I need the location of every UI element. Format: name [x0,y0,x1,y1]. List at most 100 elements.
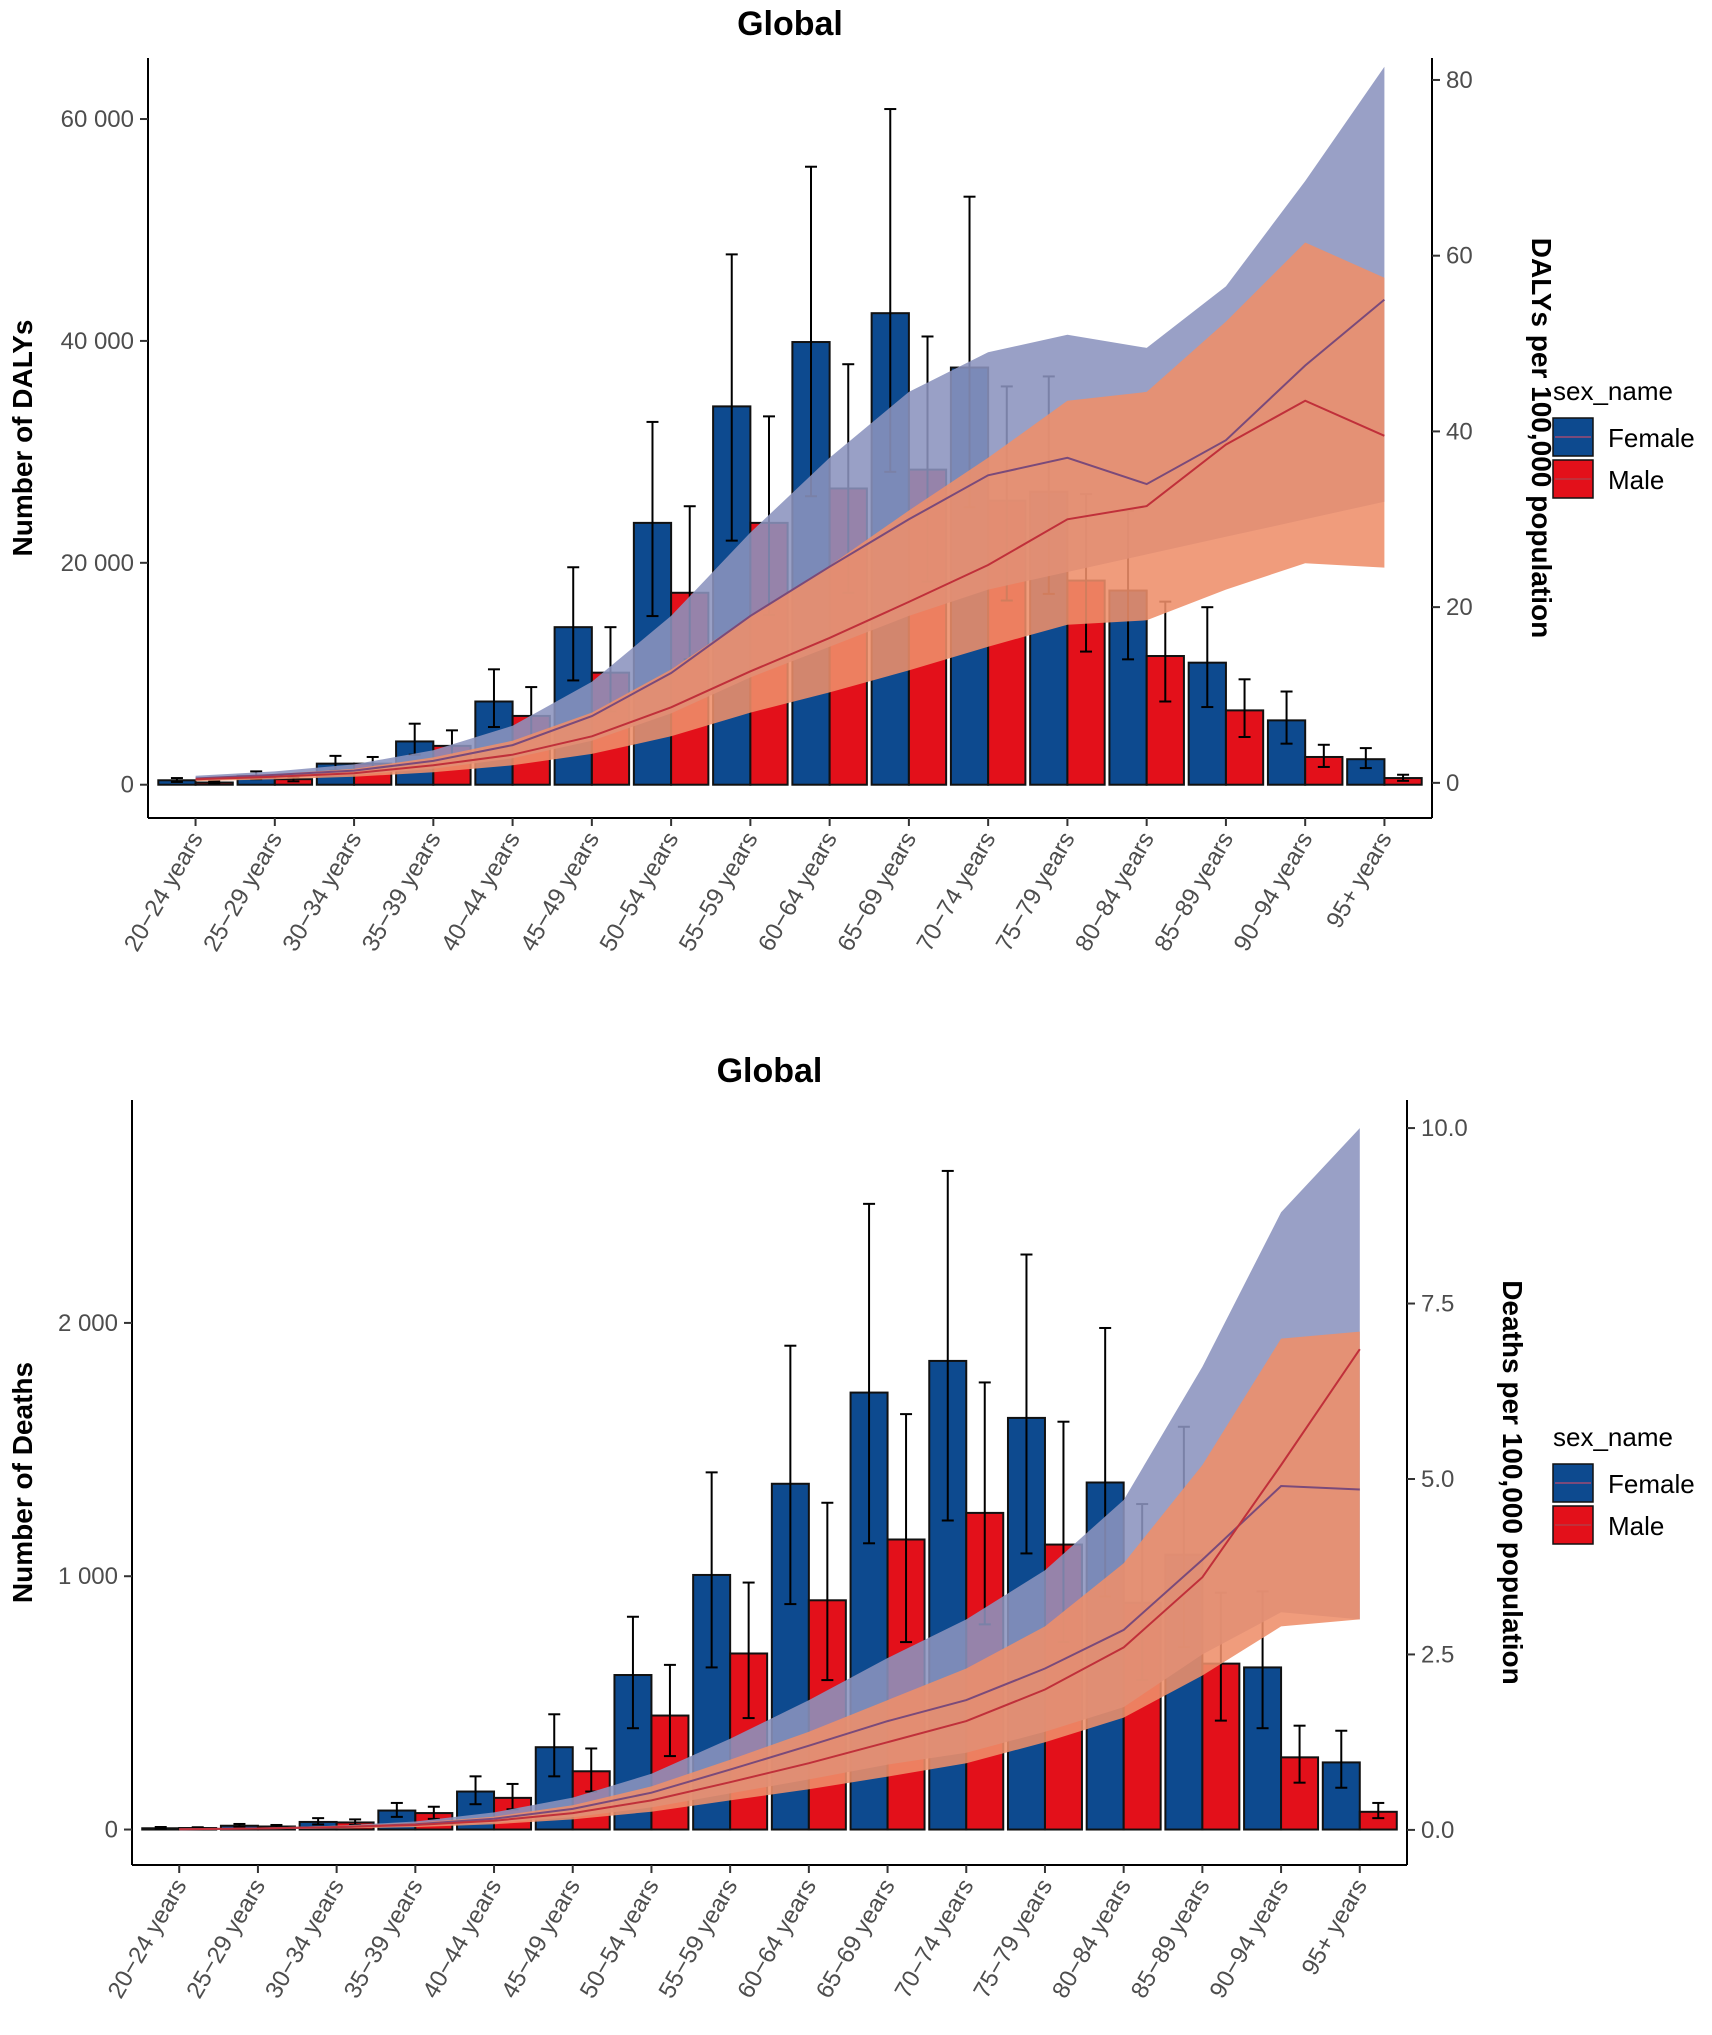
x-tick-label: 50−54 years [595,828,685,956]
errorbar-female-11 [1020,1253,1033,1555]
chart-title: Global [737,5,843,43]
x-tick-label: 20−24 years [119,828,209,956]
errorbar-female-15 [1359,747,1372,770]
y2-tick-label: 40 [1446,418,1473,445]
x-tick-label: 20−24 years [103,1875,193,2003]
errorbar-female-2 [312,1817,325,1826]
x-tick-label: 55−59 years [654,1875,744,2003]
errorbar-female-6 [646,420,659,618]
y-axis-title: Number of Deaths [7,1362,38,1603]
errorbar-female-15 [1335,1729,1348,1789]
y-tick-label: 60 000 [61,106,134,133]
x-tick-label: 35−39 years [339,1875,429,2003]
x-tick-label: 70−74 years [890,1875,980,2003]
errorbar-male-14 [1317,743,1330,768]
errorbar-male-13 [1238,678,1251,739]
y2-tick-label: 10.0 [1421,1115,1468,1142]
errorbar-female-0 [170,777,183,783]
y2-tick-label: 80 [1446,67,1473,94]
x-tick-label: 50−54 years [575,1875,665,2003]
x-tick-label: 90−94 years [1229,828,1319,956]
errorbar-female-7 [725,253,738,542]
errorbar-female-3 [390,1801,403,1818]
errorbar-female-0 [154,1826,167,1830]
x-tick-label: 75−79 years [991,828,1081,956]
errorbar-male-0 [208,780,221,785]
deaths-chart: Global 0 1 000 2 000 0.0 2.5 5.0 7.5 10.0 20−24 y… [7,1052,1695,2003]
errorbar-female-6 [626,1615,639,1730]
x-tick-label: 70−74 years [912,828,1002,956]
rate-band-male [195,242,1385,782]
x-tick-label: 60−64 years [753,828,843,956]
errorbar-female-5 [548,1713,561,1778]
errorbar-male-15 [1372,1801,1385,1820]
y2-tick-label: 0.0 [1421,1817,1454,1844]
x-tick-label: 30−34 years [278,828,368,956]
x-tick-label: 40−44 years [417,1875,507,2003]
rate-band-male [179,1331,1360,1830]
errorbar-male-15 [1397,773,1410,782]
y2-tick-label: 20 [1446,594,1473,621]
x-tick-label: 25−29 years [198,828,288,956]
x-tick-label: 30−34 years [260,1875,350,2003]
legend-label-male: Male [1608,1511,1664,1541]
errorbar-male-14 [1293,1724,1306,1784]
legend-title: sex_name [1553,1422,1673,1452]
y2-tick-label: 5.0 [1421,1466,1454,1493]
x-tick-label: 85−89 years [1149,828,1239,956]
errorbar-male-6 [663,1663,676,1758]
dalys-chart: Global 0 20 000 40 000 60 000 0 20 40 60 80 20−24 … [7,5,1695,956]
errorbar-female-4 [487,668,500,729]
x-tick-label: 45−49 years [496,1875,586,2003]
x-tick-label: 25−29 years [181,1875,271,2003]
legend: sex_name Female Male [1552,376,1695,499]
errorbar-female-9 [863,1202,876,1545]
x-tick-label: 85−89 years [1126,1875,1216,2003]
errorbar-female-7 [705,1471,718,1669]
y-tick-label: 2 000 [58,1310,118,1337]
errorbar-female-10 [941,1169,954,1522]
y2-tick-label: 7.5 [1421,1291,1454,1318]
y-tick-label: 20 000 [61,550,134,577]
y-tick-label: 1 000 [58,1563,118,1590]
x-tick-label: 80−84 years [1070,828,1160,956]
y-tick-label: 0 [121,772,134,799]
legend: sex_name Female Male [1552,1422,1695,1545]
y2-tick-label: 0 [1446,770,1459,797]
legend-label-male: Male [1608,465,1664,495]
x-tick-label: 40−44 years [436,828,526,956]
x-tick-label: 55−59 years [674,828,764,956]
x-tick-label: 95+ years [1297,1875,1373,1980]
errorbar-female-5 [567,566,580,682]
legend-label-female: Female [1608,423,1695,453]
x-tick-label: 65−69 years [811,1875,901,2003]
x-tick-label: 80−84 years [1047,1875,1137,2003]
errorbar-female-13 [1201,606,1214,709]
x-tick-label: 45−49 years [515,828,605,956]
x-tick-label: 60−64 years [732,1875,822,2003]
y2-tick-label: 2.5 [1421,1641,1454,1668]
y-tick-label: 0 [105,1817,118,1844]
legend-title: sex_name [1553,376,1673,406]
errorbar-male-8 [821,1501,834,1682]
y2-axis-title: DALYs per 100,000 population [1526,238,1557,638]
errorbar-female-1 [233,1822,246,1829]
y2-axis-title: Deaths per 100,000 population [1497,1280,1528,1685]
rate-line-male [179,1348,1361,1831]
y2-tick-label: 60 [1446,243,1473,270]
errorbar-male-9 [900,1413,913,1644]
x-tick-label: 90−94 years [1205,1875,1295,2003]
legend-label-female: Female [1608,1469,1695,1499]
x-tick-label: 95+ years [1321,828,1397,933]
errorbar-female-4 [469,1775,482,1806]
x-tick-label: 35−39 years [357,828,447,956]
errorbar-female-14 [1280,690,1293,745]
y-tick-label: 40 000 [61,328,134,355]
y-axis-title: Number of DALYs [7,319,38,556]
bar-male-14 [1304,755,1344,786]
errorbar-female-8 [784,1344,797,1606]
rate-line-female [195,298,1386,780]
x-tick-label: 75−79 years [968,1875,1058,2003]
rate-line-male [195,399,1385,781]
